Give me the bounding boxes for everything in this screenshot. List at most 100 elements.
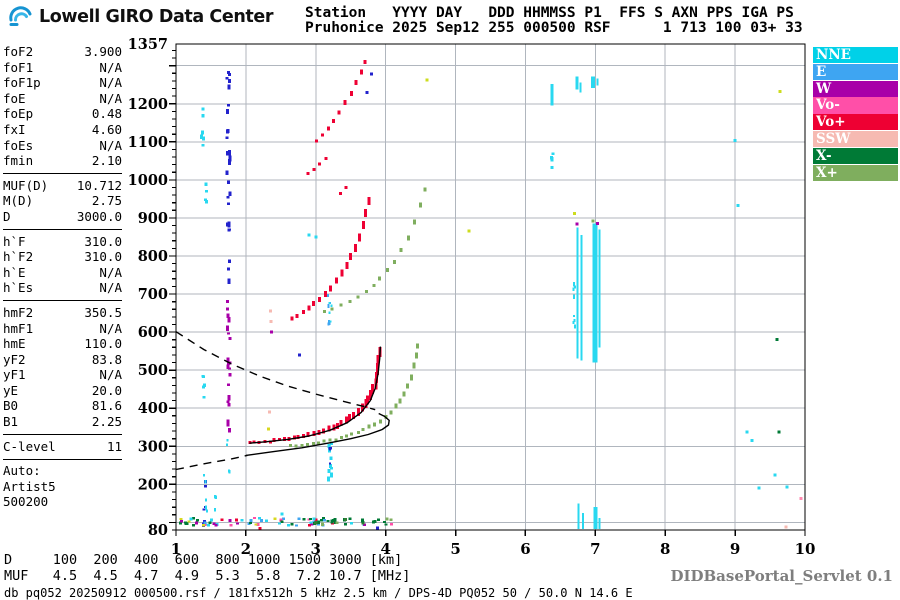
param-label: MUF(D): [3, 177, 49, 193]
param-label: h`E: [3, 264, 26, 280]
param-value: 2.75: [91, 193, 122, 209]
param-label: h`F: [3, 233, 26, 249]
param-label: hmF1: [3, 320, 34, 336]
station-header: Station YYYY DAY DDD HHMMSS P1 FFS S AXN…: [305, 6, 803, 36]
svg-text:200: 200: [138, 476, 168, 493]
param-value: N/A: [99, 280, 122, 296]
param-label: foF1p: [3, 75, 41, 91]
giro-logo-icon: [9, 6, 32, 26]
svg-text:1200: 1200: [128, 96, 168, 113]
svg-text:10: 10: [795, 540, 816, 558]
param-value: 310.0: [84, 233, 122, 249]
param-value: 2.10: [91, 153, 122, 169]
panel-divider: [3, 300, 122, 302]
svg-text:6: 6: [520, 540, 530, 558]
param-label: fxI: [3, 121, 26, 137]
svg-text:700: 700: [138, 286, 168, 303]
station-header-line2: Pruhonice 2025 Sep12 255 000500 RSF 1 71…: [305, 20, 803, 36]
param-label: foE: [3, 90, 26, 106]
svg-text:4: 4: [380, 540, 390, 558]
param-row-hf2: h`F2 310.0: [3, 249, 122, 265]
param-row-clevel: C-level 11: [3, 439, 122, 455]
param-value: 11: [106, 438, 122, 454]
svg-text:7: 7: [590, 540, 600, 558]
param-row-fof1: foF1 N/A: [3, 60, 122, 76]
param-value: 20.0: [91, 382, 122, 398]
param-row-fmin: fmin 2.10: [3, 153, 122, 169]
panel-divider: [3, 173, 122, 175]
param-row-b1: B1 2.25: [3, 414, 122, 430]
svg-text:1: 1: [171, 540, 181, 558]
param-row-b0: B0 81.6: [3, 398, 122, 414]
param-value: 83.8: [91, 351, 122, 367]
svg-text:2: 2: [241, 540, 251, 558]
param-row-mufd: MUF(D) 10.712: [3, 178, 122, 194]
svg-text:900: 900: [138, 210, 168, 227]
param-row-foes: foEs N/A: [3, 138, 122, 154]
param-value: N/A: [99, 264, 122, 280]
param-row-hmf1: hmF1 N/A: [3, 321, 122, 337]
param-label: hmF2: [3, 304, 34, 320]
param-value: 310.0: [84, 249, 122, 265]
param-row-foe: foE N/A: [3, 91, 122, 107]
param-label: h`F2: [3, 249, 34, 265]
param-value: 10.712: [76, 177, 122, 193]
param-label: foEs: [3, 137, 34, 153]
param-row-fof2: foF2 3.900: [3, 44, 122, 60]
legend-item-x: X+: [813, 164, 898, 181]
param-row-d: D 3000.0: [3, 209, 122, 225]
svg-text:3: 3: [311, 540, 321, 558]
muf-distance-table: D 100 200 400 600 800 1000 1500 3000 [km…: [4, 552, 411, 584]
param-value: N/A: [99, 137, 122, 153]
param-value: N/A: [99, 75, 122, 91]
param-row-he: h`E N/A: [3, 265, 122, 281]
param-value: 81.6: [91, 398, 122, 414]
legend-item-w: W: [813, 80, 898, 97]
param-label: yF1: [3, 367, 26, 383]
legend-item-vo: Vo-: [813, 97, 898, 114]
param-row-foep: foEp 0.48: [3, 106, 122, 122]
svg-text:1357: 1357: [128, 36, 168, 53]
svg-text:500: 500: [138, 362, 168, 379]
svg-text:1100: 1100: [128, 134, 168, 151]
param-label: foF2: [3, 44, 34, 59]
param-label: yE: [3, 382, 19, 398]
param-row-hme: hmE 110.0: [3, 336, 122, 352]
panel-divider: [3, 229, 122, 231]
param-value: N/A: [99, 90, 122, 106]
param-label: yF2: [3, 351, 26, 367]
param-value: 3.900: [84, 44, 122, 59]
param-label: D: [3, 208, 11, 224]
svg-text:300: 300: [138, 438, 168, 455]
direction-legend: NNE E W Vo- Vo+ SSW X- X+: [813, 47, 898, 181]
param-value: 0.48: [91, 106, 122, 122]
legend-item-x: X-: [813, 147, 898, 165]
param-row-hmf2: hmF2 350.5: [3, 305, 122, 321]
footer-measurement-info: db pq052 20250912 000500.rsf / 181fx512h…: [4, 586, 633, 600]
autoscaling-info-line: Artist5: [3, 478, 56, 494]
svg-text:9: 9: [730, 540, 740, 558]
legend-item-ssw: SSW: [813, 130, 898, 148]
svg-text:1000: 1000: [128, 172, 168, 189]
param-row-hes: h`Es N/A: [3, 280, 122, 296]
param-row-fxi: fxI 4.60: [3, 122, 122, 138]
giro-logo: Lowell GIRO Data Center: [8, 5, 273, 29]
param-value: 4.60: [91, 121, 122, 137]
param-value: 110.0: [84, 336, 122, 352]
param-row-yf2: yF2 83.8: [3, 352, 122, 368]
panel-divider: [3, 458, 122, 460]
svg-text:5: 5: [450, 540, 460, 558]
param-label: h`Es: [3, 280, 34, 296]
param-value: N/A: [99, 367, 122, 383]
param-value: 3000.0: [76, 208, 122, 224]
param-row-yf1: yF1 N/A: [3, 367, 122, 383]
param-value: 350.5: [84, 304, 122, 320]
param-value: N/A: [99, 320, 122, 336]
param-label: fmin: [3, 153, 34, 169]
svg-text:400: 400: [138, 400, 168, 417]
param-row-ye: yE 20.0: [3, 383, 122, 399]
legend-item-nne: NNE: [813, 47, 898, 64]
svg-text:80: 80: [148, 522, 168, 539]
param-row-hf: h`F 310.0: [3, 234, 122, 250]
